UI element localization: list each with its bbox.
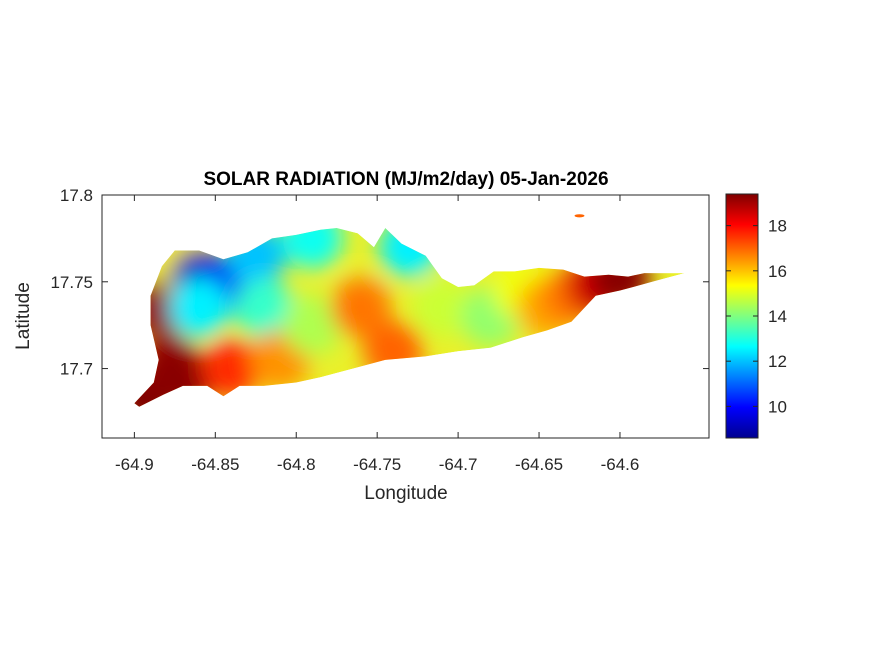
x-tick-label: -64.85 [191, 455, 239, 474]
y-tick-label: 17.75 [50, 273, 93, 292]
x-tick-label: -64.65 [515, 455, 563, 474]
heat-sample [169, 277, 230, 338]
cay-islet [574, 214, 585, 218]
y-axis-title: Latitude [13, 282, 34, 350]
x-tick-label: -64.8 [277, 455, 316, 474]
axis-ticks: -64.9 -64.85 -64.8 -64.75 -64.7 -64.65 -64.6 17… [50, 186, 709, 474]
heat-sample [201, 338, 262, 399]
colorbar-tick-label: 18 [768, 217, 787, 236]
colorbar-tick-label: 10 [768, 397, 787, 416]
heat-sample [331, 277, 391, 338]
x-axis-title: Longitude [364, 483, 447, 504]
x-tick-label: -64.75 [353, 455, 401, 474]
colorbar-tick-label: 14 [768, 307, 787, 326]
y-tick-label: 17.8 [60, 186, 93, 205]
heat-sample [233, 277, 294, 338]
x-tick-label: -64.9 [115, 455, 154, 474]
colorbar-ticks: 18 16 14 12 10 [726, 217, 787, 416]
colorbar-tick-label: 12 [768, 352, 787, 371]
heat-sample [411, 277, 472, 338]
x-tick-label: -64.7 [439, 455, 478, 474]
plot-title: SOLAR RADIATION (MJ/m2/day) 05-Jan-2026 [203, 169, 608, 190]
y-tick-label: 17.7 [60, 360, 93, 379]
colorbar-tick-label: 16 [768, 262, 787, 281]
x-tick-label: -64.6 [601, 455, 640, 474]
heat-sample [282, 228, 343, 269]
heat-sample [282, 295, 343, 356]
colorbar [725, 193, 759, 439]
